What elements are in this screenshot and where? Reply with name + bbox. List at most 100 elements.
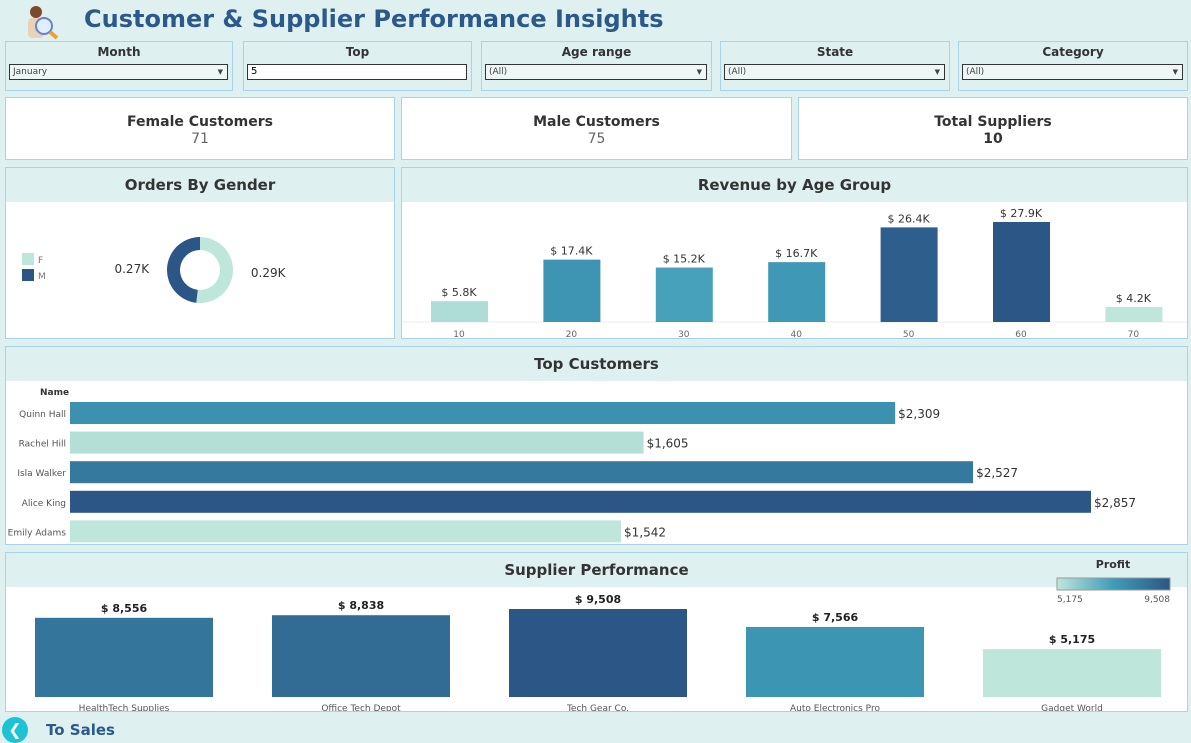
filter-dropdown[interactable]: (All) ▼ xyxy=(485,64,707,80)
bar-age-60 xyxy=(993,222,1050,322)
kpi-label: Male Customers xyxy=(533,114,660,130)
panel-title: Orders By Gender xyxy=(6,168,394,202)
x-tick-label: 70 xyxy=(1128,330,1140,338)
dropdown-arrow-icon: ▼ xyxy=(934,68,940,76)
data-label: $ 15.2K xyxy=(663,253,706,266)
y-tick-label: Isla Walker xyxy=(17,469,66,479)
data-label: $1,542 xyxy=(624,525,666,539)
x-tick-label: 40 xyxy=(790,330,802,338)
filter-dropdown[interactable]: (All) ▼ xyxy=(724,64,945,80)
data-label: $ 8,556 xyxy=(101,602,148,615)
bar-customer xyxy=(70,431,644,454)
filter-value: (All) xyxy=(489,67,508,77)
chevron-left-icon: ❮ xyxy=(2,717,28,743)
dropdown-arrow-icon: ▼ xyxy=(1172,68,1178,76)
data-label: $ 5.8K xyxy=(441,286,477,299)
y-tick-label: Alice King xyxy=(22,499,66,509)
legend-min: 5,175 xyxy=(1057,595,1083,605)
x-tick-label: Auto Electronics Pro xyxy=(790,704,880,711)
data-label: $ 9,508 xyxy=(575,593,621,606)
x-tick-label: 20 xyxy=(566,330,578,338)
panel-title: Supplier Performance xyxy=(6,553,1187,587)
data-label: $ 8,838 xyxy=(338,599,384,612)
data-label: $ 4.2K xyxy=(1116,292,1152,305)
x-tick-label: 50 xyxy=(903,330,915,338)
bar-age-70 xyxy=(1105,306,1163,322)
donut-slice-M xyxy=(167,237,200,303)
bar-customer xyxy=(70,461,974,484)
donut-label: 0.27K xyxy=(114,262,150,276)
data-label: $ 16.7K xyxy=(775,247,818,260)
filter-age-range: Age range (All) ▼ xyxy=(481,41,712,91)
to-sales-button[interactable]: ❮ To Sales xyxy=(2,717,115,743)
data-label: $ 17.4K xyxy=(550,245,593,258)
legend-label: M xyxy=(38,272,46,282)
legend-label: F xyxy=(38,256,43,266)
y-axis-title: Name xyxy=(40,388,69,398)
dropdown-arrow-icon: ▼ xyxy=(217,68,223,76)
donut-slice-F xyxy=(196,237,233,303)
data-label: $2,309 xyxy=(898,407,940,421)
filter-category: Category (All) ▼ xyxy=(958,41,1188,91)
kpi-label: Female Customers xyxy=(127,114,273,130)
bar-supplier xyxy=(509,609,687,697)
filter-label: Month xyxy=(97,45,141,59)
bar-customer xyxy=(70,402,896,424)
data-label: $ 5,175 xyxy=(1049,633,1095,646)
bar-age-40 xyxy=(768,262,826,322)
filter-dropdown[interactable]: January ▼ xyxy=(9,64,228,80)
legend-title: Profit xyxy=(1096,558,1130,571)
legend-swatch xyxy=(22,269,34,281)
kpi-value: 75 xyxy=(587,131,606,147)
filter-month: Month January ▼ xyxy=(5,41,233,91)
y-tick-label: Emily Adams xyxy=(8,528,67,538)
filter-value: (All) xyxy=(728,67,747,77)
data-label: $2,857 xyxy=(1094,496,1136,510)
to-sales-label: To Sales xyxy=(46,721,115,739)
filter-value: 5 xyxy=(251,66,258,77)
panel-title: Top Customers xyxy=(6,347,1187,381)
kpi-card: Total Suppliers 10 xyxy=(798,97,1188,160)
filter-dropdown[interactable]: (All) ▼ xyxy=(962,64,1183,80)
bar-supplier xyxy=(272,615,450,697)
data-label: $1,605 xyxy=(647,437,689,451)
kpi-card: Male Customers 75 xyxy=(401,97,792,160)
legend-swatch xyxy=(22,253,34,265)
y-tick-label: Quinn Hall xyxy=(19,410,66,420)
profit-legend-gradient xyxy=(1056,577,1171,591)
data-label: $ 27.9K xyxy=(1000,207,1043,220)
supplier-performance-panel: Supplier Performance $ 8,556 HealthTech S… xyxy=(5,552,1188,712)
filter-label: Top xyxy=(345,45,370,59)
orders-by-gender-panel: Orders By Gender 0.29K F 0.27K M xyxy=(5,167,395,339)
bar-supplier xyxy=(746,626,924,697)
bar-supplier xyxy=(983,649,1161,697)
x-tick-label: Office Tech Depot xyxy=(321,704,401,711)
bar-customer xyxy=(70,490,1091,513)
kpi-value: 10 xyxy=(983,131,1003,147)
x-tick-label: Gadget World xyxy=(1041,704,1103,711)
panel-title: Revenue by Age Group xyxy=(402,168,1187,202)
bar-supplier xyxy=(35,617,213,697)
data-label: $ 7,566 xyxy=(812,611,859,624)
kpi-card: Female Customers 71 xyxy=(5,97,395,160)
dropdown-arrow-icon: ▼ xyxy=(696,68,702,76)
filter-value: January xyxy=(13,67,48,77)
filter-value: (All) xyxy=(966,67,985,77)
x-tick-label: HealthTech Supplies xyxy=(79,704,170,711)
filter-top: Top 5 xyxy=(243,41,472,91)
x-tick-label: 60 xyxy=(1015,330,1027,338)
x-tick-label: 10 xyxy=(453,330,465,338)
bar-age-50 xyxy=(880,227,938,322)
filter-label: Age range xyxy=(561,45,632,59)
legend-max: 9,508 xyxy=(1144,595,1170,605)
data-label: $ 26.4K xyxy=(887,212,930,225)
x-tick-label: Tech Gear Co. xyxy=(566,704,629,711)
data-label: $2,527 xyxy=(976,466,1018,480)
bar-age-10 xyxy=(431,301,488,322)
filter-input[interactable]: 5 xyxy=(247,64,467,80)
revenue-by-age-panel: Revenue by Age Group $ 5.8K 10 $ 17.4K 20 $ … xyxy=(401,167,1188,339)
bar-age-30 xyxy=(655,267,713,322)
filter-label: Category xyxy=(1042,45,1104,59)
logo-icon xyxy=(22,4,62,40)
filter-state: State (All) ▼ xyxy=(720,41,950,91)
